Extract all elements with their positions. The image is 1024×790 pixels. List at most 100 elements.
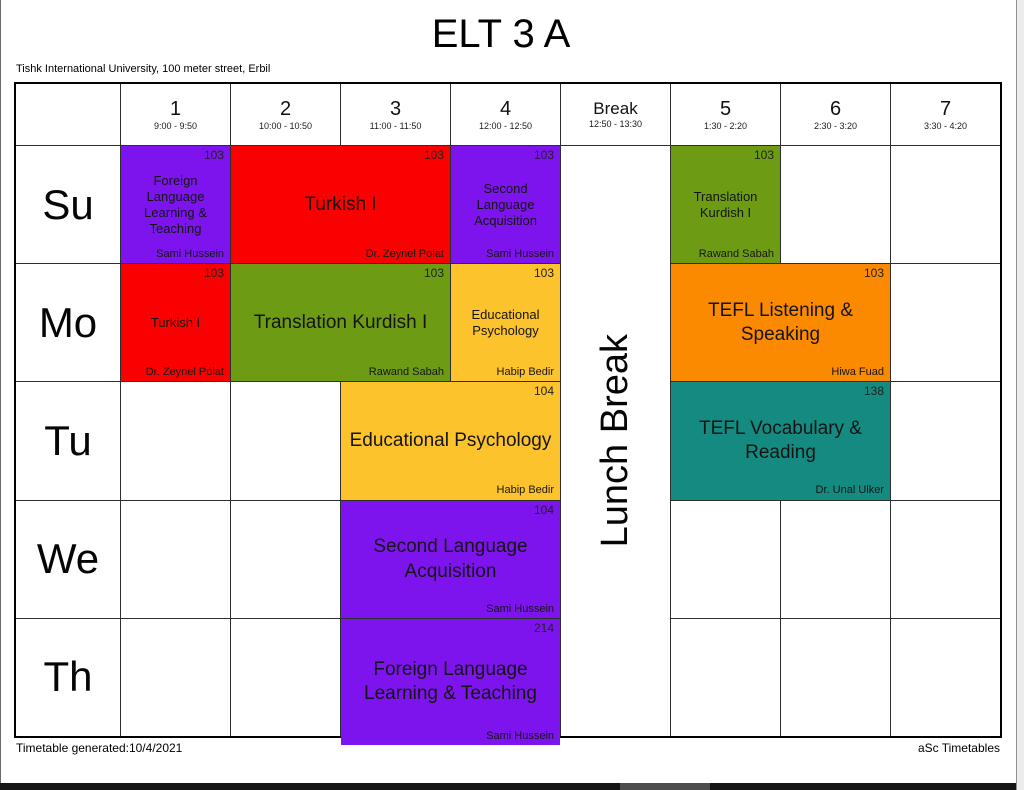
timetable-cell[interactable] xyxy=(231,382,340,500)
day-label: Tu xyxy=(16,382,120,500)
room-number: 104 xyxy=(533,502,554,517)
lunch-break-cell: Lunch Break xyxy=(561,146,670,736)
day-label: Su xyxy=(16,146,120,264)
room-number: 138 xyxy=(863,384,884,399)
teacher-name: Dr. Zeynel Polat xyxy=(365,248,444,260)
horizontal-scrollbar-thumb[interactable] xyxy=(620,783,710,790)
timetable-cell[interactable] xyxy=(891,264,1000,382)
period-time: 2:30 - 3:20 xyxy=(813,120,858,131)
subject-name: Second Language Acquisition xyxy=(373,536,528,582)
period-number: 7 xyxy=(939,97,952,120)
subject-name: Educational Psychology xyxy=(471,307,540,339)
teacher-name: Sami Hussein xyxy=(156,248,224,260)
period-header: 6 2:30 - 3:20 xyxy=(781,84,890,145)
lesson-block[interactable]: 103 Educational Psychology Habip Bedir xyxy=(451,264,560,382)
subject-name: Educational Psychology xyxy=(349,430,552,452)
room-number: 104 xyxy=(533,384,554,399)
teacher-name: Hiwa Fuad xyxy=(831,366,884,379)
corner-cell xyxy=(16,84,120,145)
lesson-block[interactable]: 103 Foreign Language Learning & Teaching S… xyxy=(121,146,230,264)
timetable-cell[interactable] xyxy=(231,500,340,618)
teacher-name: Dr. Zeynel Polat xyxy=(145,366,224,379)
subject-name: Foreign Language Learning & Teaching xyxy=(144,172,207,237)
timetable-cell[interactable] xyxy=(891,618,1000,736)
timetable-cell[interactable] xyxy=(781,500,890,618)
period-number: Break xyxy=(593,99,638,118)
lunch-break-label: Lunch Break xyxy=(594,334,636,548)
room-number: 103 xyxy=(203,266,224,281)
teacher-name: Rawand Sabah xyxy=(698,248,774,260)
room-number: 103 xyxy=(863,266,884,281)
room-number: 103 xyxy=(753,148,774,162)
subject-name: TEFL Vocabulary & Reading xyxy=(699,417,862,464)
period-time: 11:00 - 11:50 xyxy=(369,120,422,131)
period-number: 6 xyxy=(829,97,842,120)
period-time: 3:30 - 4:20 xyxy=(923,120,968,131)
period-header: 3 11:00 - 11:50 xyxy=(341,84,450,145)
subject-name: Translation Kurdish I xyxy=(253,311,428,333)
left-window-edge xyxy=(0,0,1,790)
timetable-cell[interactable] xyxy=(891,500,1000,618)
lesson-block[interactable]: 103 Translation Kurdish I Rawand Sabah xyxy=(671,146,780,264)
timetable-cell[interactable] xyxy=(231,618,340,736)
subject-name: Turkish I xyxy=(304,193,377,215)
period-number: 1 xyxy=(169,97,182,120)
room-number: 103 xyxy=(203,148,224,162)
page-subtitle: Tishk International University, 100 mete… xyxy=(16,63,271,75)
subject-name: TEFL Listening & Speaking xyxy=(707,299,854,346)
room-number: 103 xyxy=(423,148,444,162)
period-time: 12:00 - 12:50 xyxy=(478,120,533,131)
subject-name: Foreign Language Learning & Teaching xyxy=(364,658,537,705)
lesson-block[interactable]: 104 Second Language Acquisition Sami Husse… xyxy=(341,500,560,618)
day-label: We xyxy=(16,500,120,618)
right-window-edge xyxy=(1016,0,1024,790)
subject-name: Translation Kurdish I xyxy=(693,188,758,221)
lesson-block[interactable]: 103 TEFL Listening & Speaking Hiwa Fuad xyxy=(671,264,890,382)
timetable-grid: 1 9:00 - 9:50 2 10:00 - 10:50 3 11:00 - 11:50… xyxy=(14,82,1002,745)
timetable-cell[interactable] xyxy=(891,382,1000,500)
lesson-block[interactable]: 104 Educational Psychology Habip Bedir xyxy=(341,382,560,500)
period-time: 1:30 - 2:20 xyxy=(703,120,748,131)
subject-name: Turkish I xyxy=(150,315,201,331)
period-header: 2 10:00 - 10:50 xyxy=(231,84,340,145)
room-number: 103 xyxy=(533,266,554,281)
period-number: 5 xyxy=(719,97,732,120)
timetable-cell[interactable] xyxy=(671,500,780,618)
period-header: 4 12:00 - 12:50 xyxy=(451,84,560,145)
teacher-name: Dr. Unal Ulker xyxy=(815,484,884,497)
lesson-block[interactable]: 103 Translation Kurdish I Rawand Sabah xyxy=(231,264,450,382)
timetable-cell[interactable] xyxy=(671,618,780,736)
period-number: 3 xyxy=(389,97,402,120)
timetable-cell[interactable] xyxy=(781,618,890,736)
period-number: 2 xyxy=(279,97,292,120)
subject-name: Second Language Acquisition xyxy=(474,180,537,229)
teacher-name: Sami Hussein xyxy=(486,602,554,615)
room-number: 103 xyxy=(423,266,444,281)
page-title: ELT 3 A xyxy=(431,12,571,56)
teacher-name: Rawand Sabah xyxy=(368,366,444,379)
day-label: Mo xyxy=(16,264,120,382)
period-header: 1 9:00 - 9:50 xyxy=(121,84,230,145)
lesson-block[interactable]: 103 Turkish I Dr. Zeynel Polat xyxy=(231,146,450,264)
timetable-cell[interactable] xyxy=(781,146,890,264)
day-label: Th xyxy=(16,618,120,736)
lesson-block[interactable]: 103 Second Language Acquisition Sami Husse… xyxy=(451,146,560,264)
lesson-block[interactable]: 214 Foreign Language Learning & Teaching S… xyxy=(341,618,560,745)
lesson-block[interactable]: 103 Turkish I Dr. Zeynel Polat xyxy=(121,264,230,382)
timetable-cell[interactable] xyxy=(891,146,1000,264)
lesson-block[interactable]: 138 TEFL Vocabulary & Reading Dr. Unal Ulk… xyxy=(671,382,890,500)
timetable-cell[interactable] xyxy=(121,618,230,736)
period-number: 4 xyxy=(499,97,512,120)
period-time: 10:00 - 10:50 xyxy=(258,120,313,131)
timetable-cell[interactable] xyxy=(121,382,230,500)
period-header: 5 1:30 - 2:20 xyxy=(671,84,780,145)
period-header: 7 3:30 - 4:20 xyxy=(891,84,1000,145)
teacher-name: Sami Hussein xyxy=(486,248,554,260)
timetable-cell[interactable] xyxy=(121,500,230,618)
period-time: 9:00 - 9:50 xyxy=(153,120,198,131)
teacher-name: Habip Bedir xyxy=(496,366,554,379)
teacher-name: Habip Bedir xyxy=(496,484,554,497)
period-time: 12:50 - 13:30 xyxy=(588,119,643,129)
generated-date: Timetable generated:10/4/2021 xyxy=(16,741,183,755)
horizontal-scrollbar[interactable] xyxy=(0,783,1016,790)
